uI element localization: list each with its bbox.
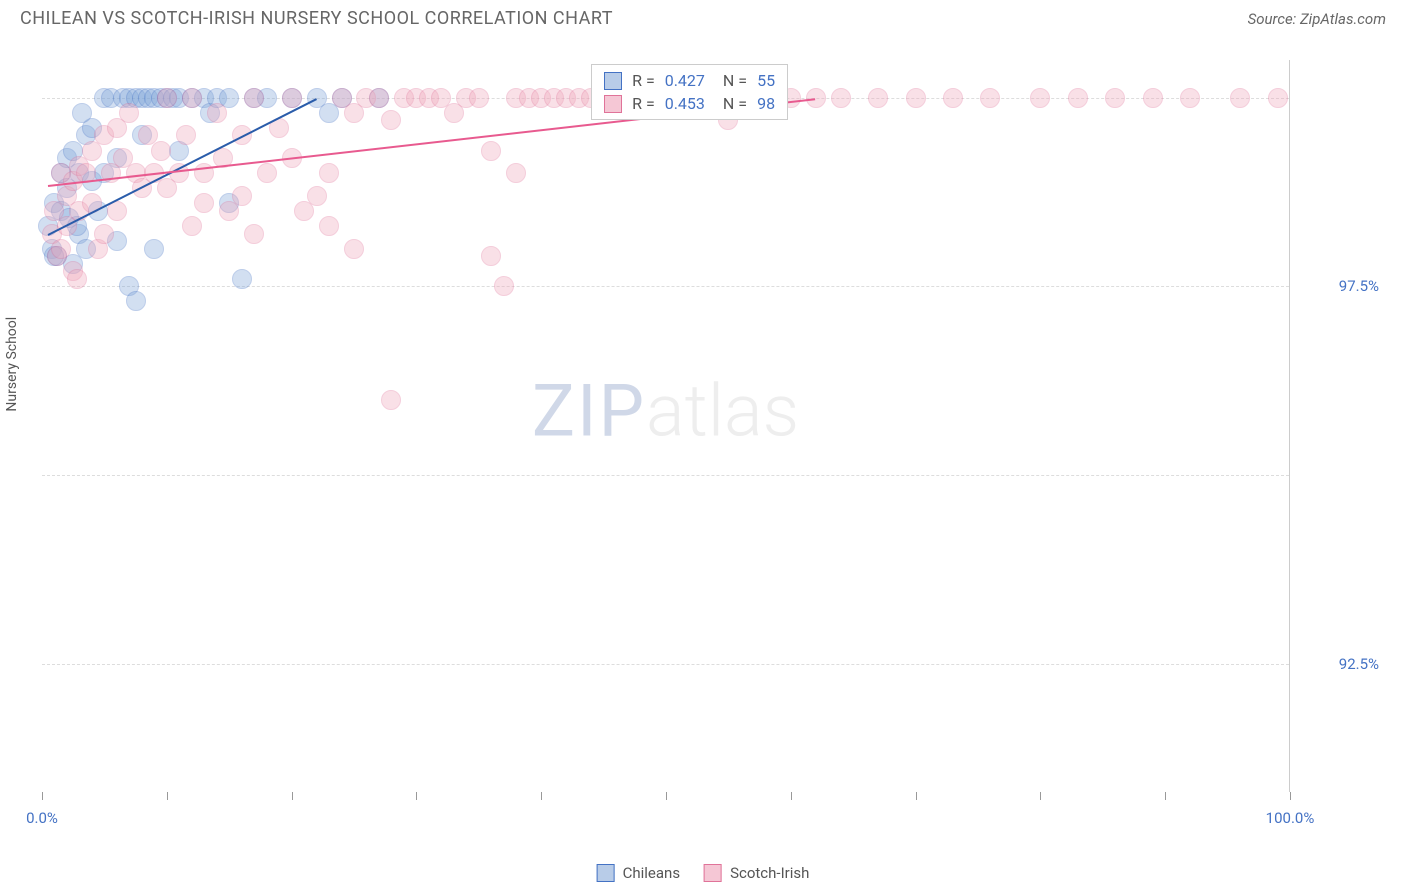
- scatter-point: [67, 269, 87, 289]
- stats-r-label: R =: [632, 94, 655, 113]
- scatter-point: [176, 125, 196, 145]
- chart-container: Nursery School ZIPatlas 92.5%97.5%0.0%10…: [42, 60, 1386, 842]
- scatter-point: [319, 216, 339, 236]
- stats-r-label: R =: [632, 71, 655, 90]
- legend-label: Scotch-Irish: [730, 864, 809, 882]
- x-tick: [1165, 792, 1166, 800]
- x-tick: [916, 792, 917, 800]
- x-tick: [666, 792, 667, 800]
- y-axis-title: Nursery School: [4, 317, 20, 412]
- x-tick: [42, 792, 43, 800]
- legend-label: Chileans: [623, 864, 680, 882]
- watermark: ZIPatlas: [532, 369, 799, 454]
- legend-item: Chileans: [597, 864, 680, 882]
- scatter-point: [369, 88, 389, 108]
- y-tick-label: 97.5%: [1299, 277, 1379, 295]
- x-tick: [292, 792, 293, 800]
- legend-swatch: [704, 864, 722, 882]
- scatter-point: [1230, 88, 1250, 108]
- scatter-point: [481, 246, 501, 266]
- legend-swatch: [597, 864, 615, 882]
- stats-swatch: [604, 72, 622, 90]
- x-tick: [416, 792, 417, 800]
- gridline-h: [42, 664, 1289, 665]
- stats-r-value: 0.453: [665, 94, 705, 113]
- x-tick: [1290, 792, 1291, 800]
- scatter-point: [151, 141, 171, 161]
- scatter-point: [144, 239, 164, 259]
- scatter-point: [1143, 88, 1163, 108]
- scatter-point: [381, 110, 401, 130]
- scatter-point: [494, 276, 514, 296]
- scatter-point: [1268, 88, 1288, 108]
- scatter-point: [980, 88, 1000, 108]
- scatter-point: [157, 88, 177, 108]
- scatter-point: [282, 88, 302, 108]
- scatter-point: [906, 88, 926, 108]
- scatter-point: [868, 88, 888, 108]
- scatter-point: [232, 186, 252, 206]
- scatter-point: [1105, 88, 1125, 108]
- stats-row: R = 0.427 N = 55: [592, 69, 787, 92]
- scatter-point: [831, 88, 851, 108]
- scatter-point: [51, 239, 71, 259]
- y-tick-label: 92.5%: [1299, 655, 1379, 673]
- watermark-zip: ZIP: [532, 369, 646, 454]
- scatter-point: [481, 141, 501, 161]
- scatter-point: [381, 390, 401, 410]
- scatter-point: [319, 163, 339, 183]
- stats-r-value: 0.427: [665, 71, 705, 90]
- stats-n-value: 55: [757, 71, 775, 90]
- scatter-point: [182, 88, 202, 108]
- gridline-h: [42, 286, 1289, 287]
- scatter-point: [126, 291, 146, 311]
- watermark-atlas: atlas: [646, 369, 799, 454]
- gridline-h: [42, 475, 1289, 476]
- stats-box: R = 0.427 N = 55 R = 0.453 N = 98: [591, 64, 788, 120]
- x-tick: [791, 792, 792, 800]
- x-tick: [167, 792, 168, 800]
- stats-row: R = 0.453 N = 98: [592, 92, 787, 115]
- stats-n-label: N =: [723, 94, 747, 113]
- chart-header: CHILEAN VS SCOTCH-IRISH NURSERY SCHOOL C…: [0, 0, 1406, 33]
- scatter-point: [1068, 88, 1088, 108]
- scatter-point: [232, 269, 252, 289]
- scatter-point: [943, 88, 963, 108]
- scatter-point: [244, 88, 264, 108]
- x-tick-label: 100.0%: [1266, 809, 1315, 827]
- scatter-point: [94, 224, 114, 244]
- scatter-point: [72, 103, 92, 123]
- scatter-point: [506, 163, 526, 183]
- scatter-point: [469, 88, 489, 108]
- scatter-point: [257, 163, 277, 183]
- x-tick-label: 0.0%: [26, 809, 58, 827]
- scatter-point: [244, 224, 264, 244]
- stats-n-label: N =: [723, 71, 747, 90]
- scatter-point: [806, 88, 826, 108]
- x-tick: [1040, 792, 1041, 800]
- x-tick: [541, 792, 542, 800]
- scatter-point: [182, 216, 202, 236]
- scatter-point: [119, 103, 139, 123]
- scatter-point: [1180, 88, 1200, 108]
- scatter-point: [194, 193, 214, 213]
- source-attribution: Source: ZipAtlas.com: [1248, 10, 1386, 28]
- scatter-point: [344, 239, 364, 259]
- scatter-point: [1030, 88, 1050, 108]
- scatter-point: [307, 186, 327, 206]
- chart-title: CHILEAN VS SCOTCH-IRISH NURSERY SCHOOL C…: [20, 8, 613, 29]
- stats-n-value: 98: [757, 94, 775, 113]
- scatter-point: [207, 103, 227, 123]
- legend-item: Scotch-Irish: [704, 864, 809, 882]
- legend: Chileans Scotch-Irish: [597, 864, 810, 882]
- stats-swatch: [604, 95, 622, 113]
- plot-area: ZIPatlas 92.5%97.5%0.0%100.0%R =0.427N =…: [42, 60, 1290, 792]
